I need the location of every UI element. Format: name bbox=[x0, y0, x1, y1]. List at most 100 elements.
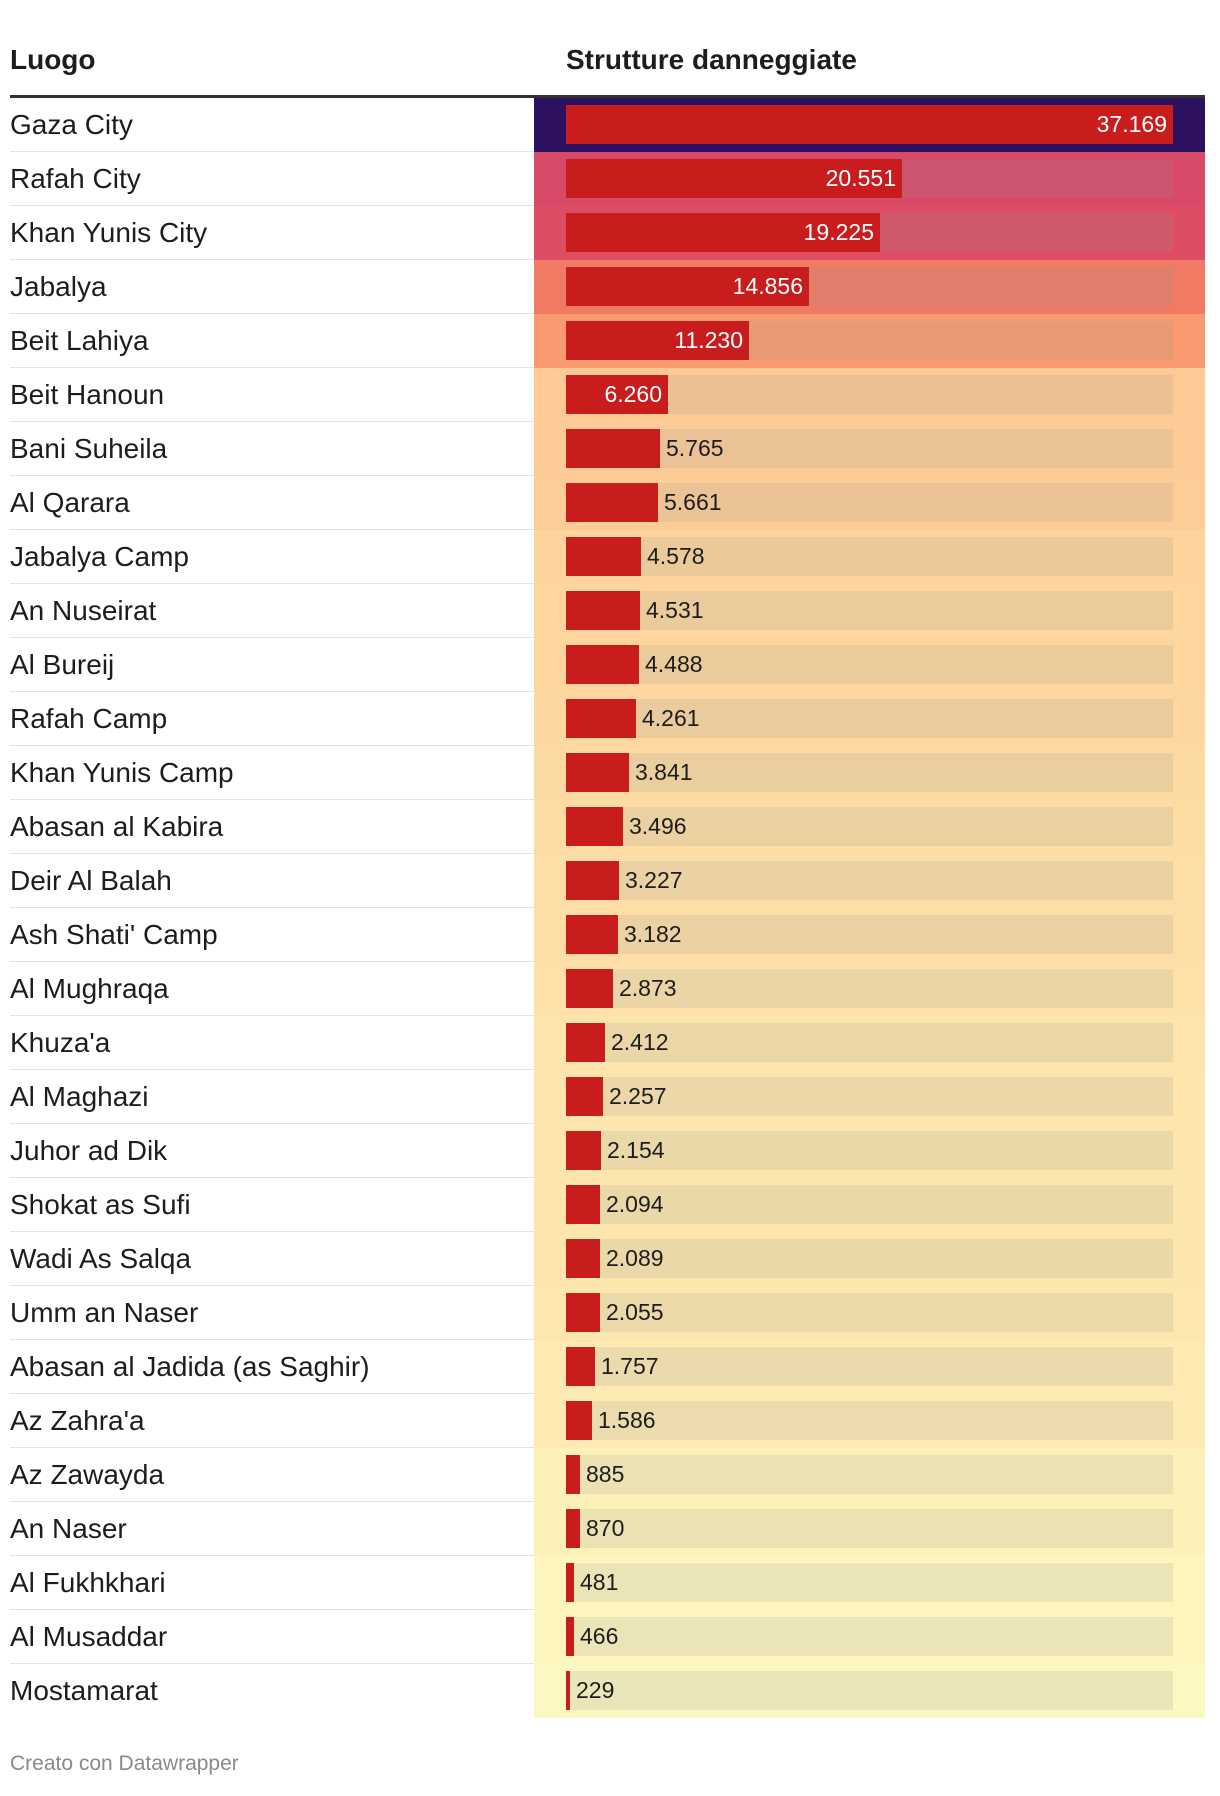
value-label: 3.227 bbox=[625, 867, 683, 893]
bar-track bbox=[566, 753, 1173, 792]
place-name: Az Zahra'a bbox=[10, 1405, 145, 1436]
table-row: Al Musaddar 466 bbox=[10, 1610, 1205, 1664]
value-label: 4.261 bbox=[642, 705, 700, 731]
table-row: Az Zawayda 885 bbox=[10, 1448, 1205, 1502]
datawrapper-credit[interactable]: Creato con Datawrapper bbox=[10, 1752, 239, 1775]
value-label: 1.757 bbox=[601, 1353, 659, 1379]
heat-cell: 4.261 bbox=[534, 692, 1205, 746]
damage-bar bbox=[566, 429, 660, 468]
value-label: 2.154 bbox=[607, 1137, 665, 1163]
value-label: 20.551 bbox=[825, 165, 896, 191]
bar-track bbox=[566, 1185, 1173, 1224]
place-name: Al Bureij bbox=[10, 649, 115, 680]
bar-track bbox=[566, 1671, 1173, 1710]
table-row: Jabalya Camp 4.578 bbox=[10, 530, 1205, 584]
value-label: 229 bbox=[576, 1677, 615, 1703]
table-body: Gaza City 37.169 Rafah City 20.551 Khan Yuni… bbox=[10, 98, 1205, 1718]
place-name: Jabalya Camp bbox=[10, 541, 189, 572]
bar-track bbox=[566, 483, 1173, 522]
column-header-damaged-structures[interactable]: Strutture danneggiate bbox=[566, 44, 857, 75]
damage-bar bbox=[566, 1239, 600, 1278]
heat-cell: 2.055 bbox=[534, 1286, 1205, 1340]
damage-bar bbox=[566, 1131, 601, 1170]
heat-cell: 3.841 bbox=[534, 746, 1205, 800]
value-label: 4.578 bbox=[647, 543, 705, 569]
heat-cell: 3.182 bbox=[534, 908, 1205, 962]
heat-cell: 1.757 bbox=[534, 1340, 1205, 1394]
value-label: 3.496 bbox=[629, 813, 687, 839]
value-label: 19.225 bbox=[803, 219, 874, 245]
heat-cell: 2.412 bbox=[534, 1016, 1205, 1070]
table-row: Gaza City 37.169 bbox=[10, 98, 1205, 152]
bar-track bbox=[566, 1293, 1173, 1332]
damage-bar bbox=[566, 483, 658, 522]
bar-track bbox=[566, 915, 1173, 954]
damage-bar bbox=[566, 375, 668, 414]
table-row: Al Fukhkhari 481 bbox=[10, 1556, 1205, 1610]
table-row: Rafah Camp 4.261 bbox=[10, 692, 1205, 746]
bar-track bbox=[566, 429, 1173, 468]
table-row: Abasan al Kabira 3.496 bbox=[10, 800, 1205, 854]
damage-bar bbox=[566, 1293, 600, 1332]
place-name: Deir Al Balah bbox=[10, 865, 172, 896]
heat-cell: 11.230 bbox=[534, 314, 1205, 368]
place-name: Al Musaddar bbox=[10, 1621, 168, 1652]
place-name: Jabalya bbox=[10, 271, 107, 302]
heat-cell: 3.496 bbox=[534, 800, 1205, 854]
heat-cell: 4.488 bbox=[534, 638, 1205, 692]
bar-track bbox=[566, 1239, 1173, 1278]
table-row: Al Qarara 5.661 bbox=[10, 476, 1205, 530]
heat-cell: 6.260 bbox=[534, 368, 1205, 422]
table-row: Khan Yunis Camp 3.841 bbox=[10, 746, 1205, 800]
table-row: Az Zahra'a 1.586 bbox=[10, 1394, 1205, 1448]
heat-cell: 870 bbox=[534, 1502, 1205, 1556]
table-row: Mostamarat 229 bbox=[10, 1664, 1205, 1718]
table-row: Beit Lahiya 11.230 bbox=[10, 314, 1205, 368]
value-label: 5.661 bbox=[664, 489, 722, 515]
table-row: Juhor ad Dik 2.154 bbox=[10, 1124, 1205, 1178]
damage-bar bbox=[566, 807, 623, 846]
table-row: Shokat as Sufi 2.094 bbox=[10, 1178, 1205, 1232]
place-name: Al Maghazi bbox=[10, 1081, 149, 1112]
heat-cell: 5.765 bbox=[534, 422, 1205, 476]
damage-bar bbox=[566, 861, 619, 900]
table-row: Khan Yunis City 19.225 bbox=[10, 206, 1205, 260]
place-name: Umm an Naser bbox=[10, 1297, 199, 1328]
damage-bar bbox=[566, 213, 880, 252]
value-label: 3.182 bbox=[624, 921, 682, 947]
bar-track bbox=[566, 699, 1173, 738]
table-row: Umm an Naser 2.055 bbox=[10, 1286, 1205, 1340]
damage-bar bbox=[566, 105, 1173, 144]
heat-cell: 466 bbox=[534, 1610, 1205, 1664]
damage-bar bbox=[566, 1347, 595, 1386]
table-row: Al Maghazi 2.257 bbox=[10, 1070, 1205, 1124]
place-name: Az Zawayda bbox=[10, 1459, 165, 1490]
heat-cell: 4.578 bbox=[534, 530, 1205, 584]
table-row: Deir Al Balah 3.227 bbox=[10, 854, 1205, 908]
column-header-place[interactable]: Luogo bbox=[10, 44, 96, 75]
bar-track bbox=[566, 1509, 1173, 1548]
table-row: Ash Shati' Camp 3.182 bbox=[10, 908, 1205, 962]
value-label: 870 bbox=[586, 1515, 625, 1541]
damage-bar bbox=[566, 321, 749, 360]
damage-bar bbox=[566, 591, 640, 630]
bar-track bbox=[566, 807, 1173, 846]
bar-track bbox=[566, 1401, 1173, 1440]
bar-track bbox=[566, 1131, 1173, 1170]
heat-cell: 2.154 bbox=[534, 1124, 1205, 1178]
value-label: 4.488 bbox=[645, 651, 703, 677]
bar-track bbox=[566, 591, 1173, 630]
damage-bar bbox=[566, 1077, 603, 1116]
heat-cell: 4.531 bbox=[534, 584, 1205, 638]
heat-cell: 2.094 bbox=[534, 1178, 1205, 1232]
value-label: 5.765 bbox=[666, 435, 724, 461]
value-label: 466 bbox=[580, 1623, 619, 1649]
table-row: Rafah City 20.551 bbox=[10, 152, 1205, 206]
place-name: An Nuseirat bbox=[10, 595, 157, 626]
place-name: An Naser bbox=[10, 1513, 127, 1544]
place-name: Beit Hanoun bbox=[10, 379, 165, 410]
value-label: 2.094 bbox=[606, 1191, 664, 1217]
table-row: Khuza'a 2.412 bbox=[10, 1016, 1205, 1070]
value-label: 2.412 bbox=[611, 1029, 669, 1055]
place-name: Rafah City bbox=[10, 163, 141, 194]
